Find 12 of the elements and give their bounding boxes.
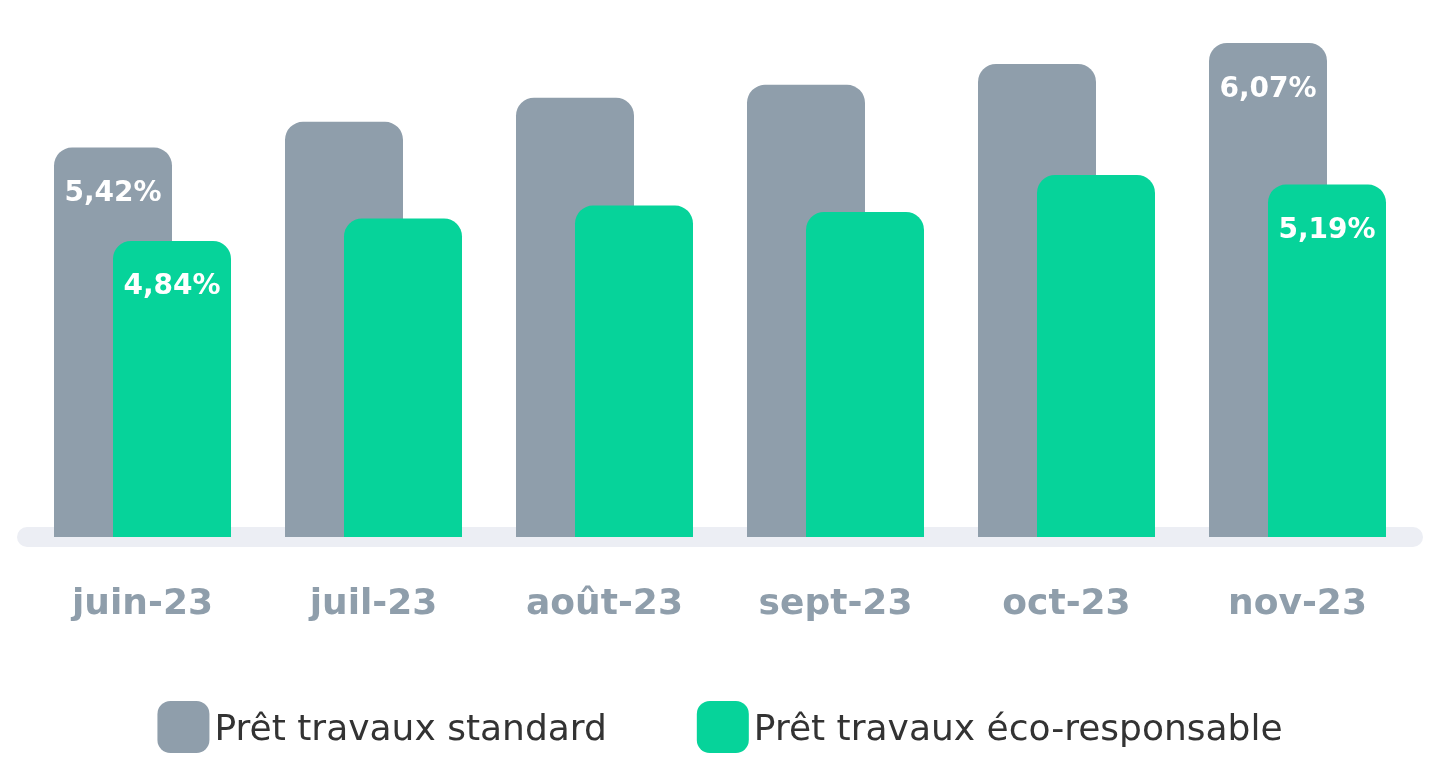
x-tick-label: sept-23 xyxy=(758,580,913,622)
data-label: 6,07% xyxy=(1219,70,1317,104)
data-label: 4,84% xyxy=(123,268,221,302)
data-label: 5,42% xyxy=(64,175,162,209)
x-tick-label: oct-23 xyxy=(1002,580,1131,622)
x-tick-label: nov-23 xyxy=(1228,580,1367,622)
legend-label: Prêt travaux éco-responsable xyxy=(753,706,1283,748)
x-tick-label: juin-23 xyxy=(70,580,213,622)
x-tick-label: août-23 xyxy=(526,580,683,622)
data-label: 5,19% xyxy=(1278,212,1376,246)
x-tick-label: juil-23 xyxy=(307,580,438,622)
legend-label: Prêt travaux standard xyxy=(214,706,607,748)
